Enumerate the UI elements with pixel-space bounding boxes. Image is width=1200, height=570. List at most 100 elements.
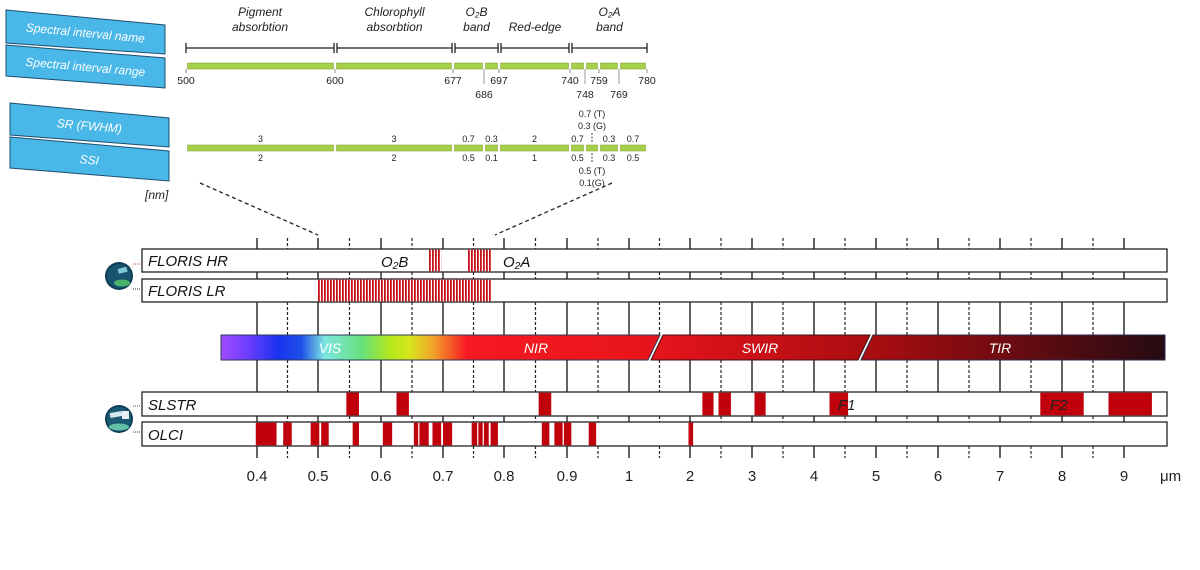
- olci-band: [310, 422, 320, 446]
- floris-satellite-icon: [105, 262, 141, 290]
- slstr-band: [396, 392, 409, 416]
- olci-track: [141, 421, 1168, 447]
- olci-band: [352, 422, 359, 446]
- sr-ssi-segment: [571, 144, 584, 152]
- axis-tick-label: 5: [872, 468, 880, 485]
- range-segment: [485, 62, 498, 70]
- floris-hr-track: [141, 248, 1168, 273]
- olci-band: [688, 422, 694, 446]
- axis-tick-label: 7: [996, 468, 1004, 485]
- slstr-label: SLSTR: [148, 397, 197, 414]
- sr-ssi-segment: [485, 144, 498, 152]
- range-label: 759: [590, 75, 608, 87]
- sr-value: 0.3: [485, 134, 498, 144]
- o2a-note: 0.3 (G): [578, 121, 606, 131]
- unit-nm-label: [nm]: [144, 188, 169, 202]
- ssi-value: 1: [532, 153, 537, 163]
- range-label: 769: [610, 89, 628, 101]
- olci-band: [478, 422, 483, 446]
- range-label: 686: [475, 89, 493, 101]
- olci-band: [471, 422, 478, 446]
- olci-band: [382, 422, 393, 446]
- floris-hr-band: [428, 249, 442, 272]
- floris-lr-track: [141, 278, 1168, 303]
- sr-value: 3: [391, 134, 396, 144]
- interval-name: O₂A: [599, 5, 621, 19]
- floris-lr-bands: [318, 279, 492, 302]
- range-segment: [454, 62, 483, 70]
- axis-tick-label: 0.6: [371, 468, 392, 485]
- sr-ssi-segment: [187, 144, 334, 152]
- spectral-interval-detail: PigmentabsorbtionChlorophyllabsorbtionO₂…: [177, 5, 656, 188]
- legend-label-ssi: SSI: [79, 152, 100, 168]
- range-segment: [187, 62, 334, 70]
- olci-band: [321, 422, 329, 446]
- olci-band: [541, 422, 550, 446]
- spectrum-tir-label: TIR: [989, 340, 1012, 356]
- olci-band: [443, 422, 453, 446]
- olci-band: [588, 422, 597, 446]
- sr-value: 0.7: [462, 134, 475, 144]
- floris-o2a-label: O₂A: [503, 254, 530, 271]
- legend-box-ssi: [9, 136, 170, 182]
- slstr-f1-label: F1: [838, 397, 856, 414]
- sr-value: 0.7: [627, 134, 640, 144]
- axis-unit-label: μm: [1160, 468, 1181, 485]
- olci-band: [490, 422, 498, 446]
- interval-name: O₂B: [466, 5, 488, 19]
- interval-name: Pigment: [238, 5, 283, 19]
- axis-ticks: [256, 238, 1125, 458]
- sr-ssi-segment: [336, 144, 452, 152]
- legend-box-sr: [9, 102, 170, 148]
- floris-hr-bands: [428, 249, 492, 272]
- sr-ssi-segment: [500, 144, 569, 152]
- legend-label-sr: SR (FWHM): [56, 116, 122, 136]
- axis-tick-label: 2: [686, 468, 694, 485]
- range-segment: [336, 62, 452, 70]
- olci-band: [255, 422, 277, 446]
- o2a-note: 0.1(G): [579, 178, 605, 188]
- interval-name: absorbtion: [232, 20, 288, 34]
- slstr-bands: [346, 392, 1152, 416]
- sentinel3-satellite-icon: [105, 405, 141, 433]
- o2a-note: 0.7 (T): [579, 109, 606, 119]
- axis-tick-label: 0.8: [494, 468, 515, 485]
- axis-tick-label: 0.7: [433, 468, 454, 485]
- range-label: 780: [638, 75, 656, 87]
- sr-ssi-segment: [600, 144, 618, 152]
- ssi-value: 2: [391, 153, 396, 163]
- sr-value: 3: [258, 134, 263, 144]
- sr-value: 2: [532, 134, 537, 144]
- range-segment: [571, 62, 584, 70]
- interval-name: band: [596, 20, 623, 34]
- axis-tick-label: 0.4: [247, 468, 268, 485]
- olci-band: [413, 422, 419, 446]
- olci-band: [283, 422, 292, 446]
- floris-lr-band: [318, 279, 492, 302]
- ssi-value: 2: [258, 153, 263, 163]
- axis-tick-label: 1: [625, 468, 633, 485]
- sr-ssi-segment: [454, 144, 483, 152]
- axis-tick-label: 4: [810, 468, 818, 485]
- axis-tick-label: 9: [1120, 468, 1128, 485]
- range-segment: [600, 62, 618, 70]
- sr-value: 0.3: [603, 134, 616, 144]
- range-label: 500: [177, 75, 195, 87]
- floris-o2b-label: O₂B: [381, 254, 408, 271]
- spectrum-swir-label: SWIR: [742, 340, 779, 356]
- slstr-band: [346, 392, 359, 416]
- sr-value: 0.7: [571, 134, 584, 144]
- slstr-band: [829, 392, 849, 416]
- interval-name: Red-edge: [509, 20, 562, 34]
- floris-lr-label: FLORIS LR: [148, 283, 226, 300]
- legend-box-range: [5, 44, 166, 89]
- range-label: 740: [561, 75, 579, 87]
- olci-band: [483, 422, 489, 446]
- range-segment: [500, 62, 569, 70]
- sr-ssi-segment: [586, 144, 598, 152]
- axis-tick-label: 6: [934, 468, 942, 485]
- sr-ssi-segment: [620, 144, 646, 152]
- slstr-band: [718, 392, 731, 416]
- range-segment: [586, 62, 598, 70]
